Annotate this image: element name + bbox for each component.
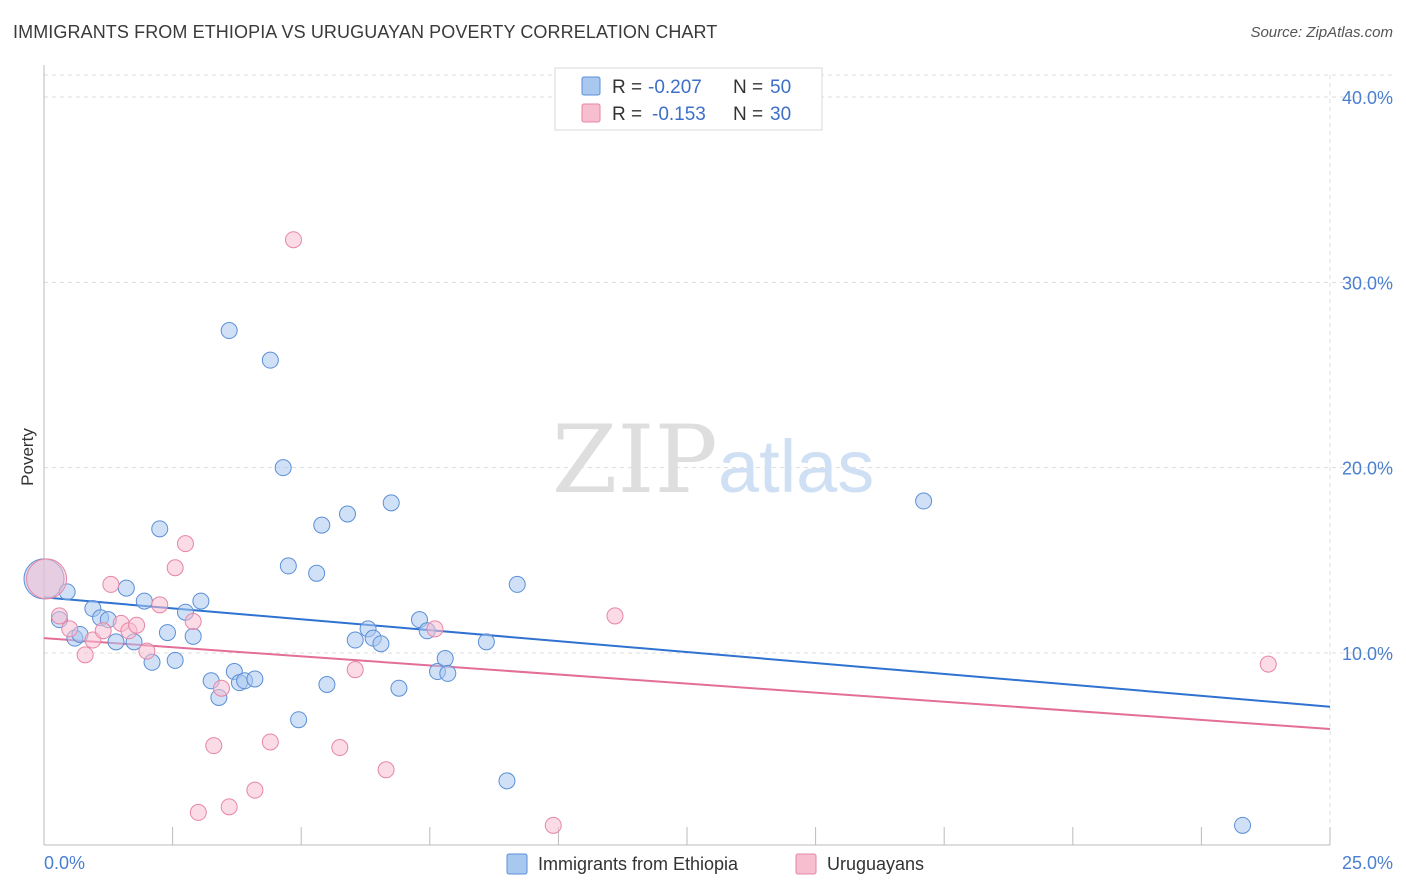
bottom-legend-swatch-uruguayans bbox=[795, 853, 817, 875]
x-tick-labels: 0.0% 25.0% bbox=[44, 853, 1393, 873]
data-points bbox=[23, 231, 1277, 834]
point-ethiopia bbox=[498, 772, 516, 790]
y-tick-labels: 10.0% 20.0% 30.0% 40.0% bbox=[1342, 88, 1393, 664]
bottom-legend: Immigrants from Ethiopia Uruguayans bbox=[506, 853, 924, 875]
point-uruguayans bbox=[346, 661, 364, 679]
point-ethiopia bbox=[338, 505, 356, 523]
bottom-legend-label-uruguayans: Uruguayans bbox=[827, 854, 924, 874]
legend-box: R = -0.207 N = 50 R = -0.153 N = 30 bbox=[554, 67, 823, 131]
point-ethiopia bbox=[274, 459, 292, 477]
point-ethiopia bbox=[151, 520, 169, 538]
point-uruguayans bbox=[261, 733, 279, 751]
watermark-atlas: atlas bbox=[718, 425, 874, 508]
point-uruguayans bbox=[26, 558, 68, 600]
point-uruguayans bbox=[220, 798, 238, 816]
legend-swatch-uruguayans bbox=[581, 103, 601, 123]
point-ethiopia bbox=[372, 635, 390, 653]
point-uruguayans bbox=[76, 646, 94, 664]
legend-r-value-2: -0.153 bbox=[652, 104, 706, 125]
y-tick-label: 40.0% bbox=[1342, 88, 1393, 108]
point-ethiopia bbox=[477, 633, 495, 651]
point-ethiopia bbox=[508, 575, 526, 593]
point-ethiopia bbox=[382, 494, 400, 512]
point-uruguayans bbox=[94, 622, 112, 640]
point-ethiopia bbox=[439, 664, 457, 682]
legend-n-value-1: 50 bbox=[770, 77, 791, 98]
point-ethiopia bbox=[346, 631, 364, 649]
point-ethiopia bbox=[1234, 816, 1252, 834]
bottom-legend-label-ethiopia: Immigrants from Ethiopia bbox=[538, 854, 739, 874]
point-ethiopia bbox=[135, 592, 153, 610]
legend-r-label-2: R = bbox=[612, 104, 642, 125]
point-uruguayans bbox=[50, 607, 68, 625]
point-ethiopia bbox=[184, 627, 202, 645]
legend-r-value-1: -0.207 bbox=[648, 77, 702, 98]
point-uruguayans bbox=[1259, 655, 1277, 673]
trend-line bbox=[43, 596, 1331, 708]
point-uruguayans bbox=[205, 737, 223, 755]
point-ethiopia bbox=[246, 670, 264, 688]
point-uruguayans bbox=[331, 739, 349, 757]
point-uruguayans bbox=[138, 642, 156, 660]
point-ethiopia bbox=[192, 592, 210, 610]
point-uruguayans bbox=[61, 620, 79, 638]
point-uruguayans bbox=[102, 575, 120, 593]
y-tick-label: 10.0% bbox=[1342, 644, 1393, 664]
point-uruguayans bbox=[606, 607, 624, 625]
legend-n-label-1: N = bbox=[733, 77, 763, 98]
point-uruguayans bbox=[377, 761, 395, 779]
point-ethiopia bbox=[915, 492, 933, 510]
y-tick-label: 20.0% bbox=[1342, 459, 1393, 479]
point-uruguayans bbox=[284, 231, 302, 249]
chart-source: Source: ZipAtlas.com bbox=[1250, 24, 1393, 41]
point-uruguayans bbox=[246, 781, 264, 799]
trend-lines bbox=[43, 596, 1331, 730]
point-uruguayans bbox=[166, 559, 184, 577]
watermark-zip: ZIP bbox=[552, 406, 718, 515]
point-uruguayans bbox=[544, 816, 562, 834]
point-ethiopia bbox=[308, 564, 326, 582]
legend-n-label-2: N = bbox=[733, 104, 763, 125]
point-uruguayans bbox=[212, 679, 230, 697]
x-tick-label: 0.0% bbox=[44, 853, 85, 873]
point-ethiopia bbox=[436, 650, 454, 668]
point-ethiopia bbox=[107, 633, 125, 651]
x-tick-label: 25.0% bbox=[1342, 853, 1393, 873]
point-uruguayans bbox=[426, 620, 444, 638]
point-ethiopia bbox=[390, 679, 408, 697]
chart-title: IMMIGRANTS FROM ETHIOPIA VS URUGUAYAN PO… bbox=[13, 22, 718, 42]
point-ethiopia bbox=[220, 322, 238, 340]
point-ethiopia bbox=[279, 557, 297, 575]
point-uruguayans bbox=[128, 616, 146, 634]
legend-swatch-ethiopia bbox=[581, 76, 601, 96]
bottom-legend-swatch-ethiopia bbox=[506, 853, 528, 875]
trend-line bbox=[43, 637, 1331, 730]
legend-r-label-1: R = bbox=[612, 77, 642, 98]
point-ethiopia bbox=[313, 516, 331, 534]
legend-n-value-2: 30 bbox=[770, 104, 791, 125]
y-axis-title: Poverty bbox=[18, 428, 37, 486]
point-uruguayans bbox=[184, 612, 202, 630]
point-ethiopia bbox=[290, 711, 308, 729]
y-tick-label: 30.0% bbox=[1342, 273, 1393, 293]
point-uruguayans bbox=[151, 596, 169, 614]
point-ethiopia bbox=[166, 651, 184, 669]
point-ethiopia bbox=[318, 676, 336, 694]
point-uruguayans bbox=[176, 535, 194, 553]
watermark: ZIP atlas bbox=[552, 406, 874, 515]
point-ethiopia bbox=[158, 624, 176, 642]
point-ethiopia bbox=[261, 351, 279, 369]
point-ethiopia bbox=[117, 579, 135, 597]
point-uruguayans bbox=[189, 803, 207, 821]
